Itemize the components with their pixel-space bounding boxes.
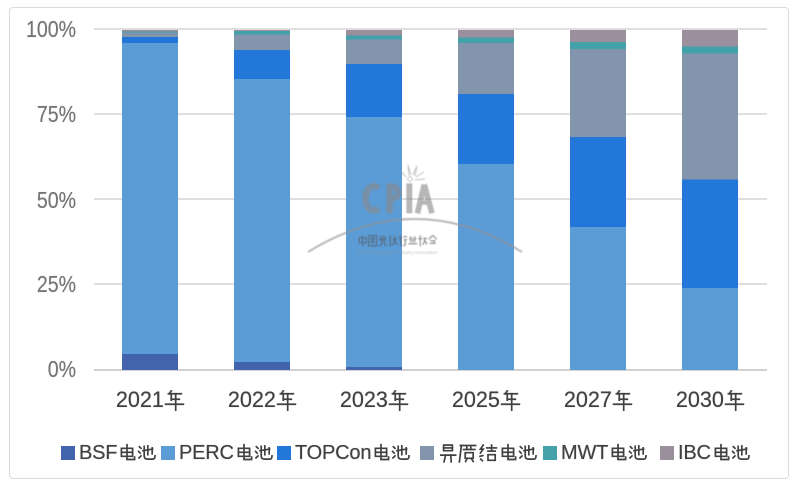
svg-text:China Photovoltaic Industry As: China Photovoltaic Industry Association (358, 250, 438, 255)
